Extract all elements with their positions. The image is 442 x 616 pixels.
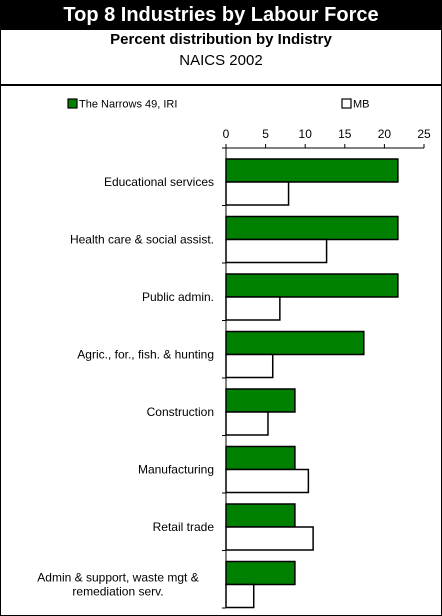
legend-label: MB xyxy=(353,99,370,111)
bar-narrows xyxy=(225,273,399,298)
category-label: Educational services xyxy=(104,175,214,189)
chart-subtitle-classification: NAICS 2002 xyxy=(179,52,263,69)
bar-mb xyxy=(225,526,314,551)
category-label: remediation serv. xyxy=(72,585,163,599)
bar-mb xyxy=(225,583,255,609)
category-label: Health care & social assist. xyxy=(70,233,214,247)
bar-mb xyxy=(225,353,274,379)
bar-narrows xyxy=(225,560,296,586)
chart-subtitle: Percent distribution by Indistry xyxy=(110,31,332,48)
x-tick-label: 20 xyxy=(378,127,392,141)
bar-narrows xyxy=(225,158,399,183)
category-label: Construction xyxy=(147,405,214,419)
bar-mb xyxy=(225,238,328,264)
bar-narrows xyxy=(225,503,296,528)
bar-mb xyxy=(225,411,269,436)
chart-title: Top 8 Industries by Labour Force xyxy=(1,1,441,30)
x-tick-label: 15 xyxy=(338,127,352,141)
bar-narrows xyxy=(225,330,365,356)
x-tick-label: 0 xyxy=(223,127,230,141)
category-label: Admin & support, waste mgt & xyxy=(37,571,198,585)
bar-mb xyxy=(225,296,281,321)
x-tick-label: 25 xyxy=(417,127,431,141)
header-divider xyxy=(1,84,441,86)
category-label: Retail trade xyxy=(153,520,215,534)
x-tick-label: 5 xyxy=(262,127,269,141)
category-label: Public admin. xyxy=(142,290,214,304)
bar-mb xyxy=(225,468,310,494)
legend-label: The Narrows 49, IRI xyxy=(79,99,177,111)
bar-narrows xyxy=(225,388,296,413)
x-tick-label: 10 xyxy=(299,127,313,141)
category-label: Manufacturing xyxy=(138,463,214,477)
legend-swatch xyxy=(341,98,352,109)
bar-narrows xyxy=(225,445,296,471)
bar-mb xyxy=(225,181,290,206)
bar-narrows xyxy=(225,215,399,241)
legend-swatch xyxy=(67,98,78,109)
category-label: Agric., for., fish. & hunting xyxy=(77,348,214,362)
